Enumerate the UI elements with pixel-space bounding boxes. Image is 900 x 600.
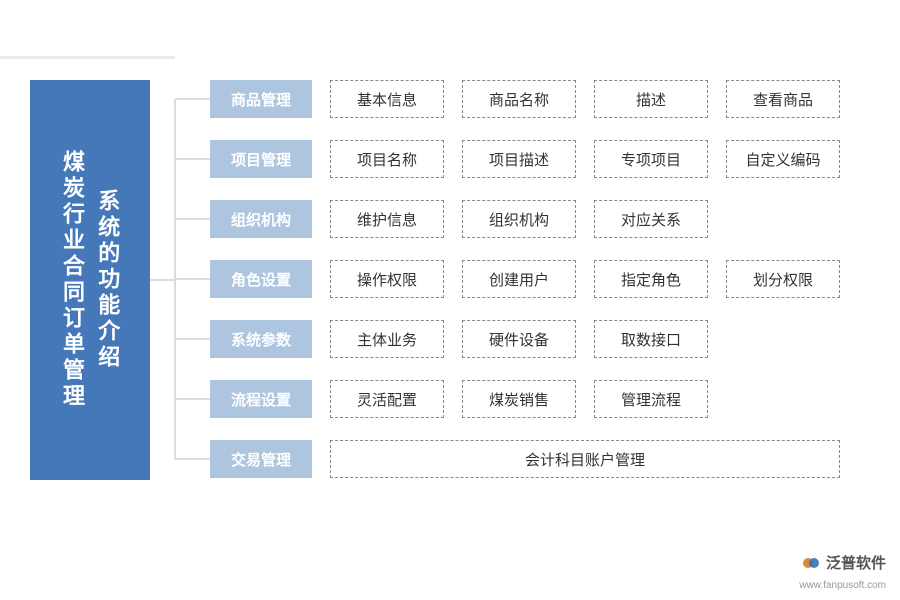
root-title: 系统的功能介绍 煤炭行业合同订单管理 xyxy=(55,150,125,410)
feature-item: 指定角色 xyxy=(594,260,708,298)
feature-item: 煤炭销售 xyxy=(462,380,576,418)
feature-item: 维护信息 xyxy=(330,200,444,238)
feature-item-wide: 会计科目账户管理 xyxy=(330,440,840,478)
logo-icon xyxy=(802,554,820,576)
logo-url: www.fanpusoft.com xyxy=(799,580,886,591)
logo: 泛普软件 www.fanpusoft.com xyxy=(799,554,886,592)
category-row: 交易管理会计科目账户管理 xyxy=(210,440,880,478)
feature-item: 自定义编码 xyxy=(726,140,840,178)
feature-item: 查看商品 xyxy=(726,80,840,118)
feature-item: 项目名称 xyxy=(330,140,444,178)
feature-item: 专项项目 xyxy=(594,140,708,178)
category-label: 角色设置 xyxy=(210,260,312,298)
feature-item: 取数接口 xyxy=(594,320,708,358)
feature-item: 组织机构 xyxy=(462,200,576,238)
decorative-top-line xyxy=(0,56,175,59)
feature-item: 对应关系 xyxy=(594,200,708,238)
category-row: 角色设置操作权限创建用户指定角色划分权限 xyxy=(210,260,880,298)
feature-item: 操作权限 xyxy=(330,260,444,298)
root-title-line1: 系统的功能介绍 xyxy=(95,189,120,371)
category-label: 流程设置 xyxy=(210,380,312,418)
diagram-rows: 商品管理基本信息商品名称描述查看商品项目管理项目名称项目描述专项项目自定义编码组… xyxy=(210,80,880,500)
category-row: 系统参数主体业务硬件设备取数接口 xyxy=(210,320,880,358)
category-label: 组织机构 xyxy=(210,200,312,238)
category-row: 流程设置灵活配置煤炭销售管理流程 xyxy=(210,380,880,418)
category-row: 商品管理基本信息商品名称描述查看商品 xyxy=(210,80,880,118)
feature-item: 商品名称 xyxy=(462,80,576,118)
feature-item: 硬件设备 xyxy=(462,320,576,358)
category-label: 系统参数 xyxy=(210,320,312,358)
connector-lines xyxy=(150,80,210,480)
category-label: 交易管理 xyxy=(210,440,312,478)
logo-text: 泛普软件 xyxy=(826,556,886,573)
feature-item: 主体业务 xyxy=(330,320,444,358)
feature-item: 管理流程 xyxy=(594,380,708,418)
category-row: 组织机构维护信息组织机构对应关系 xyxy=(210,200,880,238)
feature-item: 灵活配置 xyxy=(330,380,444,418)
feature-item: 创建用户 xyxy=(462,260,576,298)
feature-item: 基本信息 xyxy=(330,80,444,118)
root-title-line2: 煤炭行业合同订单管理 xyxy=(60,150,85,410)
category-label: 商品管理 xyxy=(210,80,312,118)
feature-item: 划分权限 xyxy=(726,260,840,298)
root-node: 系统的功能介绍 煤炭行业合同订单管理 xyxy=(30,80,150,480)
category-row: 项目管理项目名称项目描述专项项目自定义编码 xyxy=(210,140,880,178)
category-label: 项目管理 xyxy=(210,140,312,178)
feature-item: 描述 xyxy=(594,80,708,118)
feature-item: 项目描述 xyxy=(462,140,576,178)
